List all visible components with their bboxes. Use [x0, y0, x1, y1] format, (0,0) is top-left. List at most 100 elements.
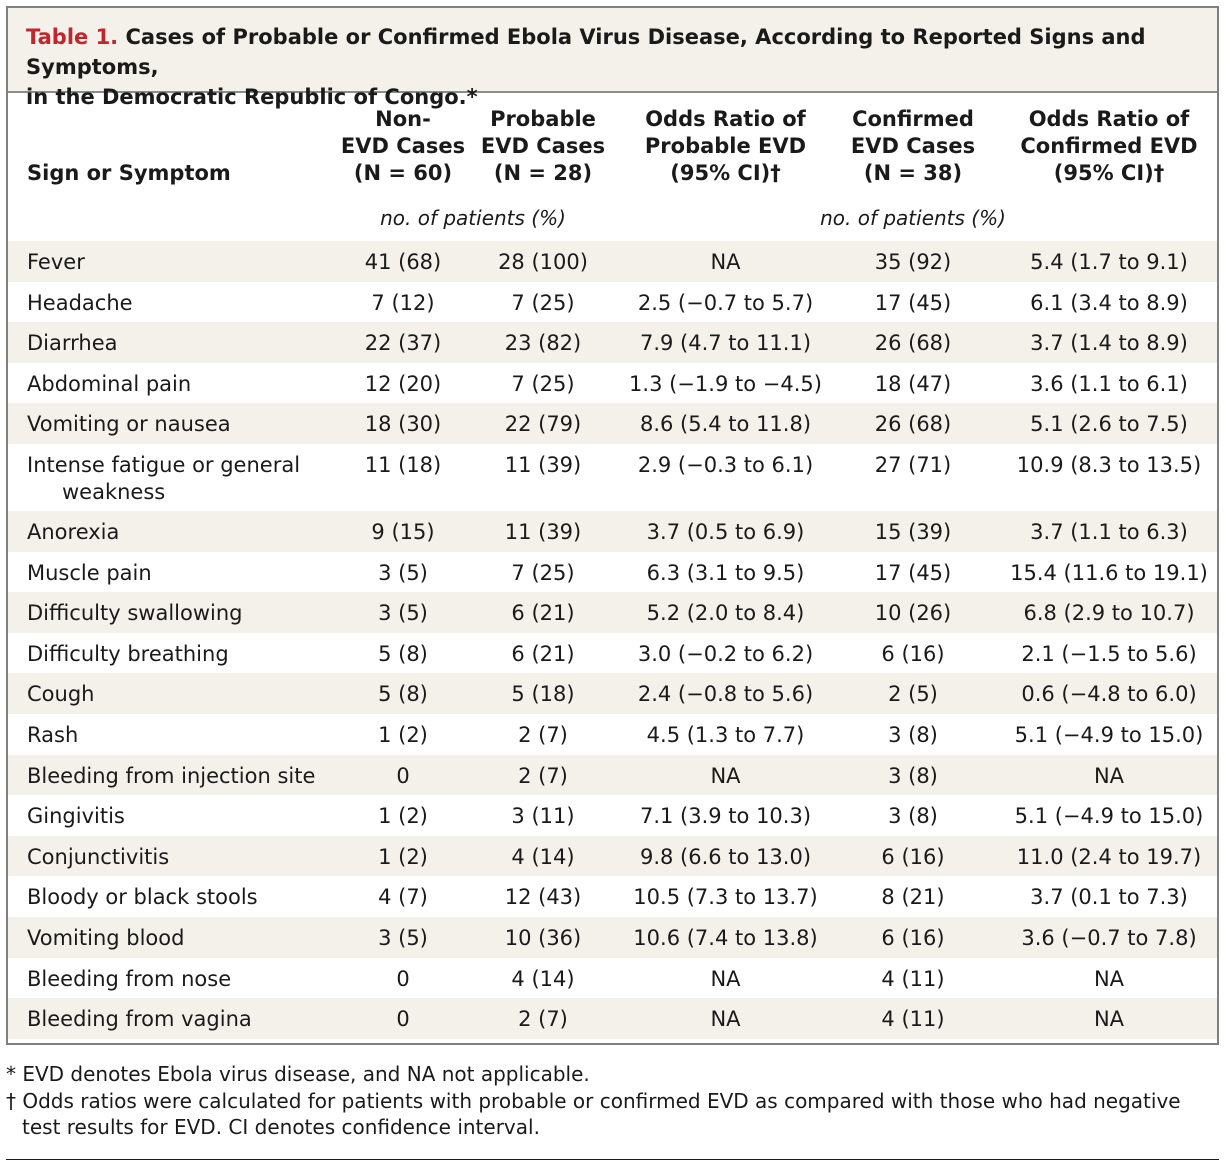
table-row: Diarrhea 22 (37) 23 (82) 7.9 (4.7 to 11.1) 2…	[8, 322, 1217, 363]
confirmed-cell: 35 (92)	[874, 250, 952, 274]
symptom-text: Vomiting or nausea	[27, 412, 231, 437]
or-probable-cell: 2.4 (−0.8 to 5.6)	[637, 682, 814, 707]
non-evd-cell: 0	[396, 763, 410, 788]
or-probable-cell: 8.6 (5.4 to 11.8)	[639, 412, 812, 437]
header-line: EVD Cases	[480, 134, 606, 158]
symptom-cell: Intense fatigue or general weakness	[27, 452, 317, 506]
table-frame: Table 1. Cases of Probable or Confirmed …	[6, 6, 1219, 1045]
confirmed-cell: 10 (26)	[874, 601, 952, 626]
header-line: Confirmed	[852, 107, 974, 131]
header-line: EVD Cases	[850, 134, 976, 158]
confirmed-cell: 3 (8)	[888, 763, 938, 788]
or-confirmed-cell: 3.7 (0.1 to 7.3)	[1030, 885, 1188, 910]
table-row: Bleeding from vagina 0 2 (7) NA 4 (11) NA	[8, 998, 1217, 1039]
non-evd-cell: 7 (12)	[371, 290, 435, 315]
confirmed-cell: 6 (16)	[881, 641, 945, 666]
symptom-text: Abdominal pain	[27, 371, 192, 396]
or-confirmed-cell: 3.6 (1.1 to 6.1)	[1030, 371, 1188, 396]
footnote-1: * EVD denotes Ebola virus disease, and N…	[6, 1062, 590, 1086]
symptom-text: Difficulty breathing	[27, 641, 229, 666]
symptom-cell: Rash	[27, 722, 317, 749]
header-line: Odds Ratio of	[1028, 107, 1190, 131]
non-evd-cell: 3 (5)	[378, 601, 428, 626]
header-line: (N = 38)	[863, 161, 963, 185]
symptom-text: Difficulty swallowing	[27, 601, 243, 626]
probable-cell: 6 (21)	[511, 641, 575, 666]
table-title: Cases of Probable or Confirmed Ebola Vir…	[26, 25, 1146, 79]
symptom-cell: Bloody or black stools	[27, 884, 317, 911]
confirmed-cell: 18 (47)	[874, 371, 952, 396]
or-confirmed-cell: 11.0 (2.4 to 19.7)	[1016, 844, 1202, 869]
table-label: Table 1.	[26, 25, 119, 49]
probable-cell: 7 (25)	[511, 371, 575, 396]
or-probable-cell: 7.9 (4.7 to 11.1)	[639, 331, 812, 356]
confirmed-cell: 6 (16)	[881, 925, 945, 950]
probable-cell: 7 (25)	[511, 560, 575, 585]
or-confirmed-cell: NA	[1093, 966, 1125, 991]
table-row: Bleeding from nose 0 4 (14) NA 4 (11) NA	[8, 958, 1217, 999]
table-row: Conjunctivitis 1 (2) 4 (14) 9.8 (6.6 to 13.…	[8, 835, 1217, 877]
or-confirmed-cell: 6.1 (3.4 to 8.9)	[1030, 290, 1188, 315]
non-evd-cell: 3 (5)	[378, 925, 428, 950]
table-body: Fever 41 (68) 28 (100) NA 35 (92) 5.4 (1.7 to…	[8, 241, 1217, 1039]
or-confirmed-cell: 3.7 (1.4 to 8.9)	[1030, 331, 1188, 356]
non-evd-cell: 1 (2)	[378, 804, 428, 829]
confirmed-cell: 27 (71)	[874, 452, 952, 477]
symptom-text: Rash	[27, 722, 79, 747]
table-row: Muscle pain 3 (5) 7 (25) 6.3 (3.1 to 9.5) 17…	[8, 552, 1217, 593]
non-evd-cell: 22 (37)	[364, 331, 442, 356]
probable-cell: 2 (7)	[518, 1007, 568, 1032]
footnote-2-cont: test results for EVD. CI denotes confide…	[22, 1115, 540, 1139]
confirmed-cell: 6 (16)	[881, 844, 945, 869]
probable-cell: 11 (39)	[504, 519, 582, 544]
or-confirmed-cell: 3.7 (1.1 to 6.3)	[1030, 519, 1188, 544]
confirmed-cell: 3 (8)	[888, 722, 938, 747]
or-confirmed-cell: NA	[1093, 1007, 1125, 1032]
table-row: Anorexia 9 (15) 11 (39) 3.7 (0.5 to 6.9) 15 …	[8, 510, 1217, 552]
header-or-confirmed: Odds Ratio of Confirmed EVD (95% CI)†	[1003, 106, 1215, 187]
table-row: Abdominal pain 12 (20) 7 (25) 1.3 (−1.9 to …	[8, 363, 1217, 404]
confirmed-cell: 3 (8)	[888, 804, 938, 829]
header-line: (N = 60)	[353, 161, 453, 185]
symptom-cell: Fever	[27, 249, 317, 276]
header-non-evd: Non- EVD Cases (N = 60)	[328, 106, 478, 187]
units-right: no. of patients (%)	[820, 206, 1006, 230]
symptom-text: Fever	[27, 250, 85, 274]
header-line: Confirmed EVD	[1020, 134, 1198, 158]
non-evd-cell: 18 (30)	[364, 412, 442, 437]
or-probable-cell: NA	[710, 1007, 741, 1032]
or-probable-cell: 3.7 (0.5 to 6.9)	[646, 519, 805, 544]
probable-cell: 4 (14)	[511, 844, 575, 869]
probable-cell: 3 (11)	[511, 804, 575, 829]
symptom-cell: Bleeding from nose	[27, 966, 317, 993]
probable-cell: 23 (82)	[504, 331, 582, 356]
confirmed-cell: 8 (21)	[881, 885, 945, 910]
or-confirmed-cell: 3.6 (−0.7 to 7.8)	[1021, 925, 1197, 950]
header-line: Sign or Symptom	[27, 161, 231, 185]
non-evd-cell: 9 (15)	[371, 519, 435, 544]
confirmed-cell: 4 (11)	[881, 1007, 945, 1032]
symptom-text: Bleeding from vagina	[27, 1007, 252, 1032]
confirmed-cell: 17 (45)	[874, 560, 952, 585]
probable-cell: 12 (43)	[504, 885, 582, 910]
symptom-cell: Difficulty breathing	[27, 641, 317, 668]
or-probable-cell: 9.8 (6.6 to 13.0)	[639, 844, 812, 869]
symptom-cell: Conjunctivitis	[27, 844, 317, 871]
confirmed-cell: 2 (5)	[888, 682, 938, 707]
symptom-cell: Bleeding from vagina	[27, 1006, 317, 1033]
symptom-text: Anorexia	[27, 519, 120, 544]
or-probable-cell: 2.9 (−0.3 to 6.1)	[637, 452, 814, 477]
non-evd-cell: 11 (18)	[364, 452, 442, 477]
header-confirmed: Confirmed EVD Cases (N = 38)	[838, 106, 988, 187]
or-confirmed-cell: 5.1 (−4.9 to 15.0)	[1014, 722, 1204, 747]
symptom-cell: Vomiting or nausea	[27, 411, 317, 438]
or-probable-cell: 4.5 (1.3 to 7.7)	[646, 722, 805, 747]
symptom-cell: Muscle pain	[27, 560, 317, 587]
non-evd-cell: 41 (68)	[364, 250, 442, 274]
or-probable-cell: 6.3 (3.1 to 9.5)	[646, 560, 805, 585]
symptom-cell: Anorexia	[27, 519, 317, 546]
header-line: (N = 28)	[493, 161, 593, 185]
non-evd-cell: 0	[396, 1007, 410, 1032]
or-confirmed-cell: 10.9 (8.3 to 13.5)	[1016, 452, 1202, 477]
symptom-cell: Vomiting blood	[27, 925, 317, 952]
